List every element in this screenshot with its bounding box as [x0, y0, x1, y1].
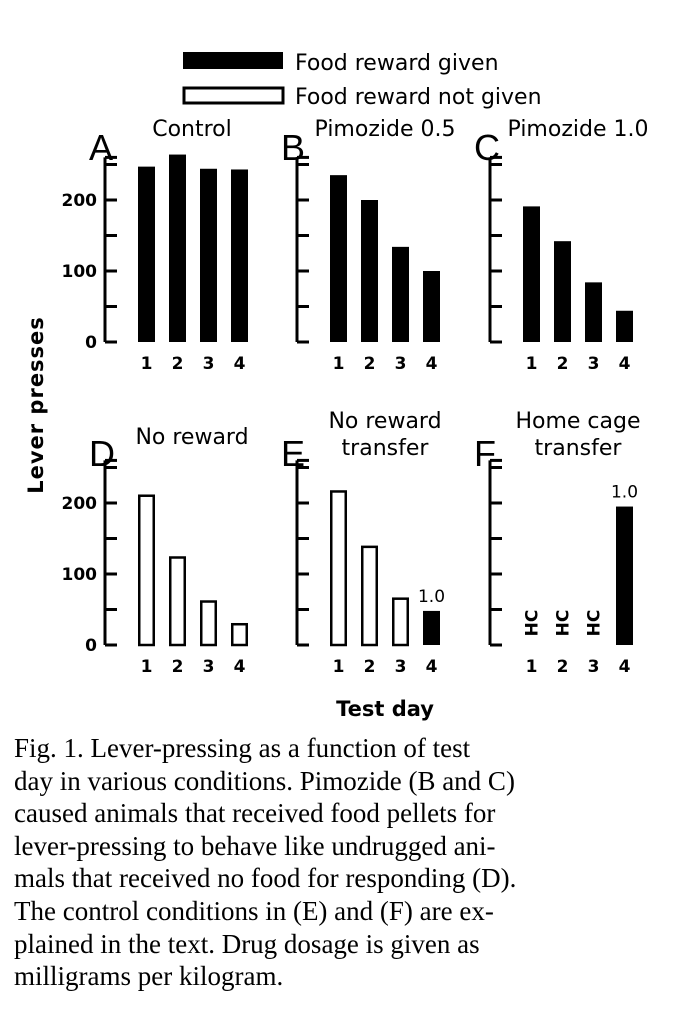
- x-tick-label-f-1: 1: [526, 657, 538, 677]
- bar-b-day-4: [423, 271, 440, 342]
- bar-a-day-4: [231, 169, 248, 342]
- x-tick-label-f-2: 2: [557, 657, 569, 677]
- bar-c-day-3: [585, 282, 602, 342]
- x-tick-label-b-3: 3: [395, 354, 407, 374]
- y-tick-label-a-0: 0: [85, 333, 97, 353]
- x-tick-label-b-4: 4: [426, 354, 438, 374]
- bar-a-day-2: [169, 154, 186, 342]
- bar-a-day-3: [200, 168, 217, 342]
- panel-title-c: Pimozide 1.0: [508, 117, 649, 142]
- hc-marker-f-day-2: HC: [554, 610, 574, 637]
- panel-letter-b: B: [281, 127, 305, 168]
- x-tick-label-e-4: 4: [426, 657, 438, 677]
- bar-d-day-4: [231, 622, 248, 647]
- bar-b-day-1: [330, 175, 347, 342]
- data-label-f-day-4: 1.0: [611, 483, 638, 503]
- x-tick-label-a-1: 1: [141, 354, 153, 374]
- bar-b-day-2: [361, 200, 378, 342]
- figure-caption: Fig. 1. Lever-pressing as a function of …: [14, 733, 517, 992]
- legend-filled-swatch: [183, 52, 283, 69]
- x-tick-label-d-2: 2: [172, 657, 184, 677]
- x-tick-label-c-2: 2: [557, 354, 569, 374]
- x-tick-label-b-1: 1: [333, 354, 345, 374]
- bar-d-day-3: [200, 600, 217, 647]
- x-tick-label-a-4: 4: [234, 354, 246, 374]
- hc-marker-f-day-1: HC: [523, 610, 543, 637]
- bar-f-day-4: [616, 506, 633, 645]
- panel-title-a: Control: [152, 117, 232, 142]
- bar-e-day-2: [361, 545, 378, 647]
- x-tick-label-c-3: 3: [588, 354, 600, 374]
- panel-b: B Pimozide 0.5 1 2 3 4: [281, 117, 455, 374]
- y-tick-label-d-0: 0: [85, 636, 97, 656]
- x-tick-label-d-4: 4: [234, 657, 246, 677]
- bar-c-day-1: [523, 206, 540, 342]
- x-tick-label-d-3: 3: [203, 657, 215, 677]
- panel-title-f-line-1: Home cage: [515, 409, 640, 434]
- legend-open-label: Food reward not given: [295, 85, 542, 110]
- legend-filled-label: Food reward given: [295, 51, 499, 76]
- x-axis-label: Test day: [336, 697, 434, 721]
- x-tick-label-e-1: 1: [333, 657, 345, 677]
- y-tick-label-d-100: 100: [62, 565, 98, 585]
- bar-d-day-2: [169, 556, 186, 647]
- y-tick-label-a-200: 200: [62, 191, 98, 211]
- bar-e-day-1: [330, 490, 347, 647]
- x-tick-label-c-4: 4: [619, 354, 631, 374]
- y-tick-label-a-100: 100: [62, 262, 98, 282]
- legend-open-swatch: [182, 86, 285, 105]
- bar-a-day-1: [138, 166, 155, 342]
- x-tick-label-a-2: 2: [172, 354, 184, 374]
- hc-marker-f-day-3: HC: [585, 610, 605, 637]
- x-tick-label-f-4: 4: [619, 657, 631, 677]
- bar-e-day-3: [392, 597, 409, 647]
- panel-title-f-line-2: transfer: [535, 436, 623, 461]
- x-tick-label-e-3: 3: [395, 657, 407, 677]
- panel-title-e-line-1: No reward: [328, 409, 441, 434]
- bar-c-day-2: [554, 241, 571, 342]
- panel-a: A Control 0 100 200 1 2 3 4: [62, 117, 248, 374]
- panel-title-d: No reward: [135, 425, 248, 450]
- bar-b-day-3: [392, 246, 409, 342]
- bar-c-day-4: [616, 310, 633, 342]
- y-tick-label-d-200: 200: [62, 494, 98, 514]
- legend: Food reward given Food reward not given: [182, 51, 542, 110]
- panel-c: C Pimozide 1.0 1 2 3 4: [474, 117, 648, 374]
- data-label-e-day-4: 1.0: [418, 587, 445, 607]
- x-tick-label-b-2: 2: [364, 354, 376, 374]
- bar-d-day-1: [138, 494, 155, 647]
- y-axis-label: Lever presses: [24, 316, 48, 494]
- panel-letter-a: A: [89, 127, 113, 168]
- x-tick-label-a-3: 3: [203, 354, 215, 374]
- panel-title-e-line-2: transfer: [342, 436, 430, 461]
- x-tick-label-e-2: 2: [364, 657, 376, 677]
- panel-letter-c: C: [474, 127, 500, 168]
- panel-title-b: Pimozide 0.5: [315, 117, 456, 142]
- bar-e-day-4: [423, 610, 440, 645]
- x-tick-label-f-3: 3: [588, 657, 600, 677]
- x-tick-label-d-1: 1: [141, 657, 153, 677]
- x-tick-label-c-1: 1: [526, 354, 538, 374]
